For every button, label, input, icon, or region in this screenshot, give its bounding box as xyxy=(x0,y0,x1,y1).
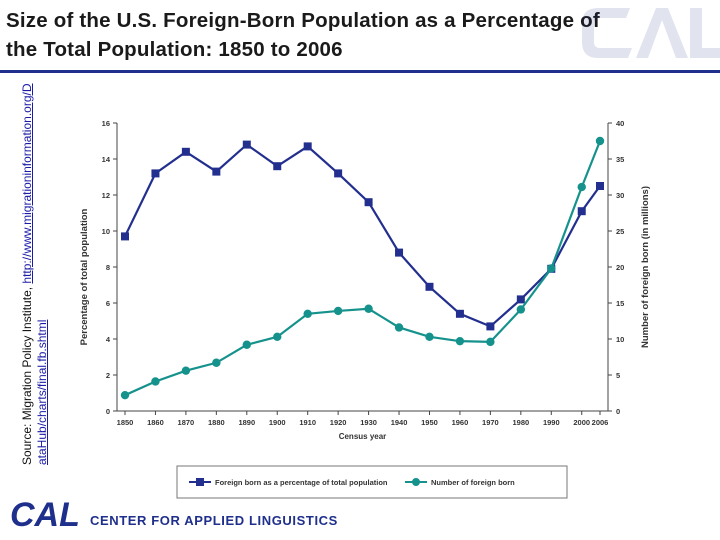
x-tick-label: 2000 xyxy=(573,418,590,427)
source-label: Source: Migration Policy Institute, xyxy=(20,286,34,465)
data-point-circle xyxy=(181,366,191,375)
data-point-square xyxy=(334,169,343,178)
legend-box xyxy=(176,465,568,499)
right-axis-ticks: 0 5 10 15 20 25 30 35 40 xyxy=(608,119,624,416)
left-axis-ticks: 0 2 4 6 8 10 12 14 16 xyxy=(102,119,117,416)
x-tick-label: 1920 xyxy=(330,418,347,427)
data-point-circle xyxy=(151,377,160,386)
data-point-circle xyxy=(547,264,556,273)
right-tick-label: 30 xyxy=(616,191,624,200)
series-1 xyxy=(121,140,604,331)
x-tick-label: 2006 xyxy=(592,418,609,427)
data-point-square xyxy=(596,182,604,190)
x-tick-label: 1990 xyxy=(543,418,560,427)
legend-swatch-marker xyxy=(412,478,420,486)
series-layer xyxy=(120,136,605,400)
left-tick-label: 4 xyxy=(106,335,111,344)
left-tick-label: 12 xyxy=(102,191,110,200)
x-tick-label: 1870 xyxy=(178,418,195,427)
data-point-circle xyxy=(333,306,343,316)
data-point-square xyxy=(486,322,495,331)
data-point-circle xyxy=(486,337,495,347)
data-point-circle xyxy=(212,358,221,367)
x-tick-label: 1910 xyxy=(299,418,316,427)
x-tick-label: 1960 xyxy=(452,418,469,427)
right-tick-label: 15 xyxy=(616,299,624,308)
data-point-square xyxy=(364,198,373,207)
x-tick-label: 1890 xyxy=(238,418,255,427)
y-axis-left-label: Percentage of total population xyxy=(80,208,90,345)
left-tick-label: 10 xyxy=(102,227,110,236)
right-tick-label: 20 xyxy=(616,263,624,272)
header-rule xyxy=(0,70,720,73)
x-axis-ticks: 1850 1860 1870 1880 1890 1900 1910 1920 1930 1940… xyxy=(117,411,609,427)
data-point-circle xyxy=(364,304,373,313)
x-tick-label: 1970 xyxy=(482,418,499,427)
slide-header: Size of the U.S. Foreign-Born Population… xyxy=(0,0,720,70)
data-point-circle xyxy=(394,323,404,332)
data-point-square xyxy=(303,142,312,151)
data-point-square xyxy=(395,248,404,257)
x-tick-label: 1930 xyxy=(360,418,377,427)
x-axis-label: Census year xyxy=(339,432,387,441)
legend-label: Foreign born as a percentage of total po… xyxy=(215,478,388,487)
x-tick-label: 1980 xyxy=(512,418,529,427)
data-point-circle xyxy=(273,332,282,342)
right-tick-label: 40 xyxy=(616,119,624,128)
left-tick-label: 8 xyxy=(106,263,110,272)
data-point-circle xyxy=(516,305,526,314)
right-tick-label: 0 xyxy=(616,407,620,416)
legend-swatch-marker xyxy=(196,478,204,486)
x-tick-label: 1940 xyxy=(391,418,408,427)
cal-logo-text: CAL xyxy=(10,496,80,534)
data-point-square xyxy=(577,207,586,216)
x-tick-label: 1860 xyxy=(147,418,164,427)
data-point-square xyxy=(242,140,251,149)
data-point-square xyxy=(455,309,464,318)
left-tick-label: 0 xyxy=(106,407,110,416)
series-line xyxy=(124,140,602,397)
right-tick-label: 25 xyxy=(616,227,624,236)
data-point-circle xyxy=(577,182,586,192)
data-point-circle xyxy=(242,340,251,349)
cal-watermark-logo xyxy=(582,8,720,58)
right-tick-label: 35 xyxy=(616,155,624,164)
org-name: CENTER FOR APPLIED LINGUISTICS xyxy=(90,513,338,528)
legend-label: Number of foreign born xyxy=(431,478,515,487)
data-point-square xyxy=(212,167,221,176)
x-tick-label: 1900 xyxy=(269,418,286,427)
x-tick-label: 1850 xyxy=(117,418,134,427)
left-tick-label: 14 xyxy=(102,155,111,164)
left-tick-label: 6 xyxy=(106,299,110,308)
data-point-square xyxy=(516,295,525,304)
cal-footer-logo: CAL CENTER FOR APPLIED LINGUISTICS xyxy=(10,496,338,534)
left-tick-label: 2 xyxy=(106,371,110,380)
y-axis-right-label: Number of foreign born (in millions) xyxy=(640,186,651,348)
chart-axes xyxy=(116,123,609,412)
right-tick-label: 5 xyxy=(616,371,620,380)
x-tick-label: 1950 xyxy=(421,418,438,427)
chart-legend: Foreign born as a percentage of total po… xyxy=(176,465,568,499)
series-2 xyxy=(120,136,605,400)
data-point-circle xyxy=(303,309,312,318)
right-tick-label: 10 xyxy=(616,335,624,344)
data-point-square xyxy=(121,232,129,241)
source-citation: Source: Migration Policy Institute, http… xyxy=(20,80,75,465)
data-point-square xyxy=(181,147,190,156)
data-point-square xyxy=(273,162,282,171)
data-point-circle xyxy=(595,136,605,146)
data-point-square xyxy=(151,169,160,178)
left-tick-label: 16 xyxy=(102,119,110,128)
data-point-circle xyxy=(425,332,434,342)
data-point-circle xyxy=(455,336,465,346)
page-title: Size of the U.S. Foreign-Born Population… xyxy=(6,9,600,61)
data-point-square xyxy=(425,282,434,291)
x-tick-label: 1880 xyxy=(208,418,225,427)
data-point-circle xyxy=(120,390,130,400)
